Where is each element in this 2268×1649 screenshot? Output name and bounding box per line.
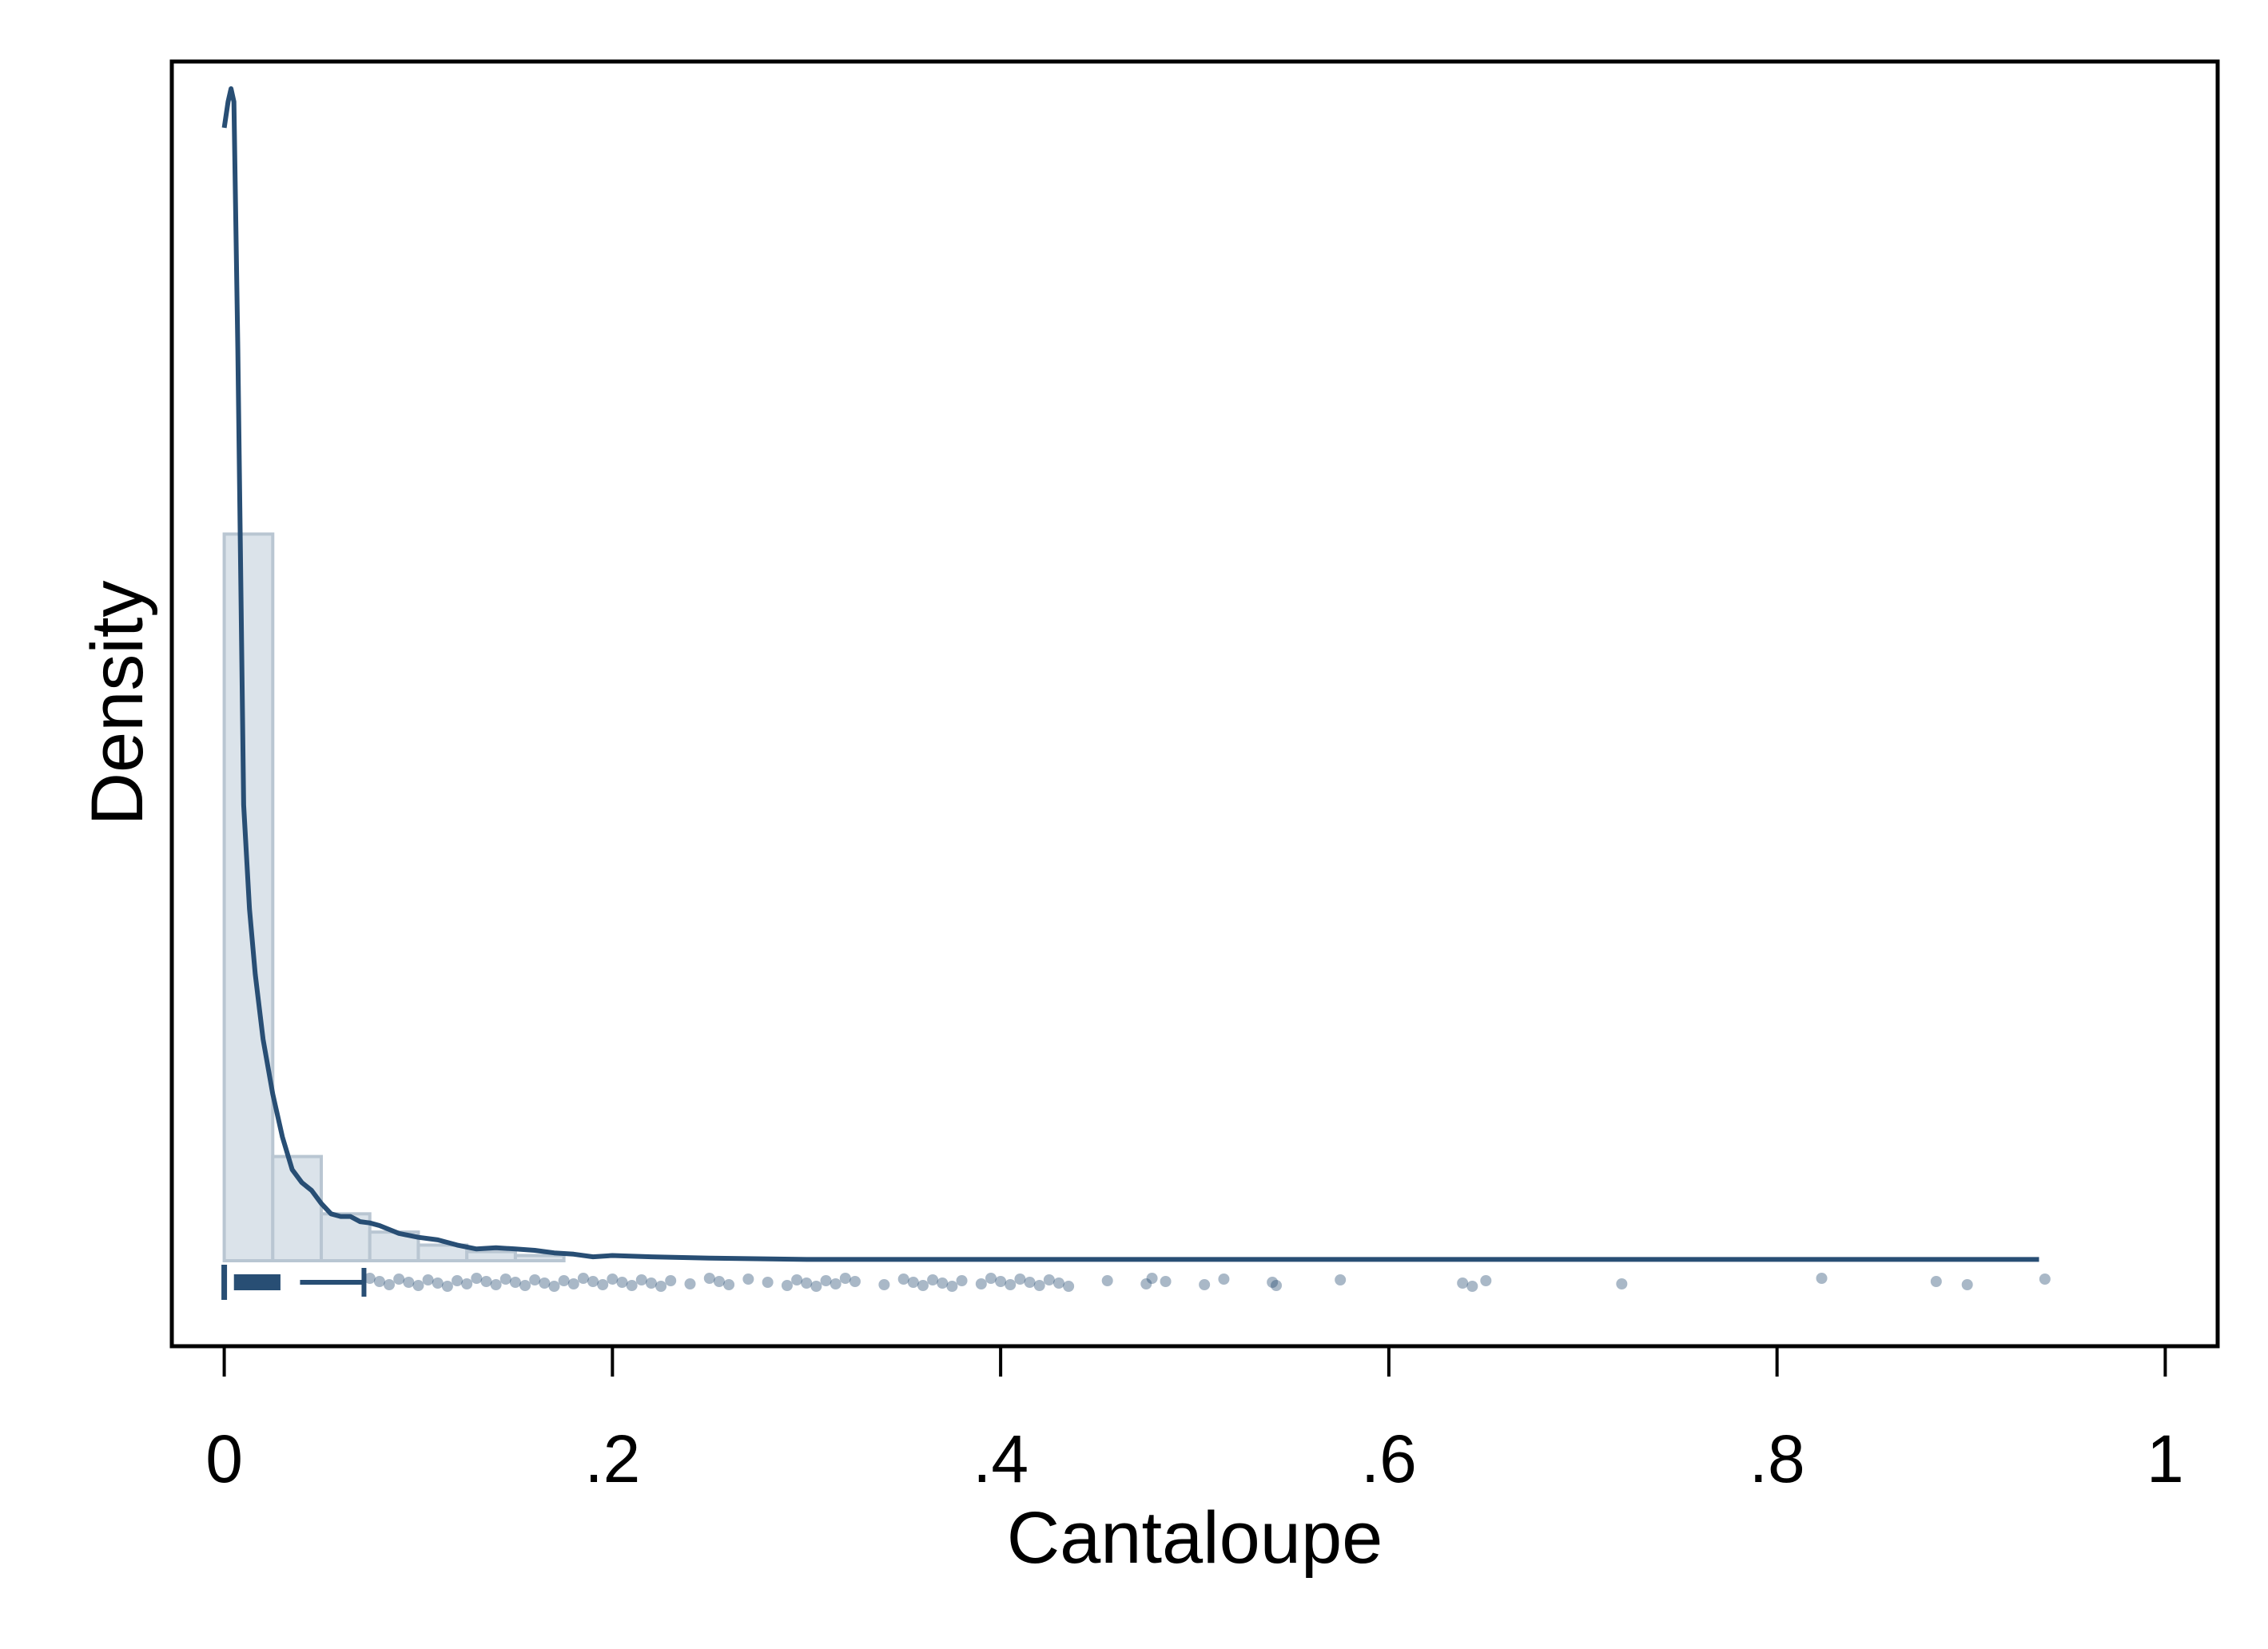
outlier-point [529, 1274, 541, 1285]
x-axis-title: Cantaloupe [1007, 1497, 1383, 1579]
outlier-point [1466, 1281, 1478, 1292]
outlier-point [373, 1276, 385, 1287]
outlier-point [1063, 1281, 1075, 1292]
x-tick-label: .4 [973, 1421, 1029, 1496]
outlier-point [587, 1276, 599, 1287]
outlier-point [626, 1280, 638, 1291]
outlier-point [1101, 1275, 1113, 1286]
outlier-point [1199, 1279, 1211, 1290]
boxplot-box [233, 1274, 283, 1290]
outlier-point [1033, 1280, 1045, 1291]
outlier-point [1961, 1279, 1973, 1290]
x-tick-label: .2 [584, 1421, 640, 1496]
outlier-point [393, 1274, 405, 1285]
outlier-point [597, 1279, 609, 1290]
outlier-point [461, 1278, 473, 1289]
outlier-point [490, 1279, 502, 1290]
outlier-point [509, 1277, 521, 1288]
outlier-point [1024, 1277, 1036, 1288]
outlier-point [985, 1273, 997, 1284]
outlier-point [471, 1273, 483, 1284]
outlier-point [937, 1277, 949, 1289]
outlier-point [2039, 1274, 2051, 1285]
outlier-point [665, 1275, 677, 1286]
x-tick-label: .6 [1361, 1421, 1417, 1496]
outlier-point [1930, 1276, 1942, 1287]
outlier-point [441, 1281, 453, 1292]
outlier-point [830, 1278, 842, 1289]
outlier-point [723, 1279, 735, 1290]
outlier-point [1043, 1274, 1055, 1285]
outlier-point [422, 1274, 434, 1285]
outlier-point [384, 1279, 396, 1290]
outlier-point [1052, 1277, 1064, 1289]
outlier-point [1218, 1274, 1230, 1285]
outlier-point [432, 1277, 444, 1289]
outlier-point [452, 1275, 464, 1286]
outlier-point [1014, 1274, 1026, 1285]
outlier-point [539, 1277, 551, 1289]
outlier-point [810, 1281, 822, 1292]
outlier-point [791, 1274, 803, 1285]
outlier-point [364, 1273, 376, 1284]
outlier-point [684, 1278, 696, 1289]
outlier-points [364, 1273, 2051, 1292]
outlier-point [801, 1277, 813, 1289]
outlier-point [499, 1274, 511, 1285]
outlier-point [917, 1280, 929, 1291]
outlier-point [1005, 1279, 1017, 1290]
outlier-point [878, 1279, 890, 1290]
outlier-point [1160, 1276, 1172, 1287]
outlier-point [577, 1273, 589, 1284]
outlier-point [946, 1281, 958, 1292]
histogram-bar [465, 1250, 517, 1262]
outlier-point [403, 1277, 415, 1288]
outlier-point [742, 1274, 754, 1285]
outlier-point [1271, 1280, 1283, 1291]
outlier-point [645, 1277, 657, 1289]
density-curve [221, 86, 2039, 1262]
outlier-point [1616, 1278, 1628, 1289]
outlier-point [897, 1274, 909, 1285]
outlier-point [607, 1274, 619, 1285]
outlier-point [412, 1280, 424, 1291]
outlier-point [480, 1276, 492, 1287]
outlier-point [1335, 1274, 1347, 1285]
outlier-point [567, 1278, 579, 1289]
x-tick-label: 0 [205, 1421, 243, 1496]
outlier-point [927, 1274, 939, 1285]
outlier-point [713, 1276, 725, 1287]
outlier-point [548, 1281, 560, 1292]
outlier-point [1146, 1273, 1158, 1284]
y-axis-title: Density [77, 581, 158, 826]
x-tick-label: .8 [1749, 1421, 1805, 1496]
outlier-point [995, 1276, 1007, 1287]
outlier-point [820, 1275, 832, 1286]
boxplot [221, 1265, 367, 1300]
plot-frame [169, 59, 2220, 1349]
outlier-point [558, 1275, 570, 1286]
x-tick-label: 1 [2147, 1421, 2184, 1496]
outlier-point [956, 1275, 968, 1286]
outlier-point [1457, 1277, 1469, 1289]
outlier-point [781, 1280, 793, 1291]
outlier-point [519, 1280, 531, 1291]
outlier-point [975, 1278, 987, 1289]
outlier-point [1480, 1275, 1492, 1286]
outlier-point [1816, 1273, 1828, 1284]
outlier-point [1267, 1277, 1279, 1288]
histogram-bar [513, 1254, 566, 1262]
outlier-point [655, 1281, 667, 1292]
histogram-bars [222, 532, 566, 1263]
outlier-point [1140, 1278, 1152, 1289]
outlier-point [849, 1276, 861, 1287]
x-axis-ticks: 0 .2 .4 .6 .8 1 [205, 1346, 2184, 1496]
outlier-point [635, 1274, 647, 1285]
outlier-point [907, 1277, 919, 1288]
outlier-point [616, 1277, 628, 1288]
outlier-point [703, 1273, 715, 1284]
outlier-point [762, 1277, 774, 1288]
outlier-point [839, 1273, 851, 1284]
